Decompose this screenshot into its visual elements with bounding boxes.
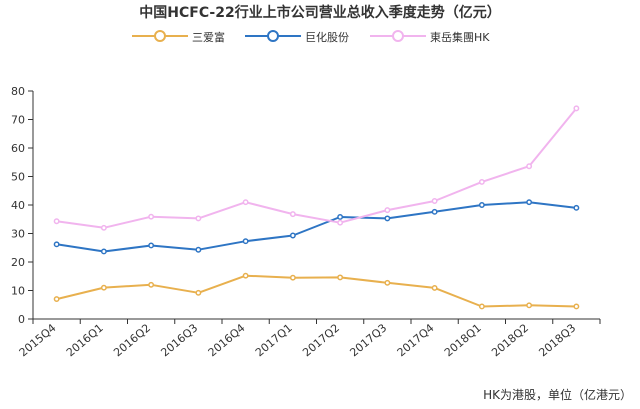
y-tick-label: 80 <box>11 85 25 98</box>
data-point <box>53 218 60 225</box>
data-point <box>478 178 485 185</box>
x-tick-label: 2017Q4 <box>395 321 437 359</box>
data-point <box>148 213 155 220</box>
x-tick-label: 2016Q3 <box>159 321 201 359</box>
legend-circle <box>154 30 166 42</box>
data-point <box>148 242 155 249</box>
data-point <box>195 246 202 253</box>
data-point <box>526 163 533 170</box>
data-point <box>384 215 391 222</box>
x-tick-label: 2016Q1 <box>64 321 106 359</box>
data-point <box>289 232 296 239</box>
footnote: HK为港股，单位（亿港元） <box>483 388 632 402</box>
legend-marker-dongyue <box>370 30 426 42</box>
data-point <box>242 238 249 245</box>
x-tick-label: 2018Q3 <box>537 321 579 359</box>
x-tick-label: 2015Q4 <box>17 321 59 359</box>
y-tick-label: 60 <box>11 142 25 155</box>
data-point <box>526 302 533 309</box>
y-tick-label: 0 <box>18 313 25 326</box>
legend-marker-juhua <box>245 30 301 42</box>
y-tick-label: 30 <box>11 228 25 241</box>
legend-label-dongyue: 東岳集團HK <box>430 31 490 44</box>
data-point <box>431 208 438 215</box>
series-line <box>56 201 577 253</box>
data-point <box>573 204 580 211</box>
y-tick-label: 70 <box>11 114 25 127</box>
data-point <box>195 215 202 222</box>
legend-label-sanaifu: 三爱富 <box>192 31 225 44</box>
data-point <box>573 105 580 112</box>
y-tick-label: 20 <box>11 256 25 269</box>
data-point <box>100 284 107 291</box>
data-point <box>384 279 391 286</box>
data-point <box>478 303 485 310</box>
data-point <box>100 248 107 255</box>
data-point <box>573 303 580 310</box>
y-tick-label: 10 <box>11 285 25 298</box>
data-point <box>478 202 485 208</box>
data-point <box>337 214 344 220</box>
x-tick-label: 2016Q4 <box>206 321 248 359</box>
data-point <box>148 281 155 288</box>
data-point <box>100 224 107 231</box>
legend-circle <box>267 30 279 42</box>
x-tick-label: 2017Q3 <box>348 321 390 359</box>
data-point <box>289 274 296 281</box>
data-point <box>431 198 438 204</box>
data-point <box>242 272 249 279</box>
data-point <box>195 289 202 296</box>
data-point <box>526 199 533 206</box>
legend-circle <box>392 30 404 42</box>
legend-marker-sanaifu <box>132 30 188 42</box>
y-tick-label: 40 <box>11 199 25 212</box>
x-tick-label: 2016Q2 <box>111 321 153 359</box>
chart-title: 中国HCFC-22行业上市公司营业总收入季度走势（亿元） <box>139 5 501 21</box>
x-tick-label: 2017Q2 <box>300 321 342 359</box>
y-tick-label: 50 <box>11 171 25 184</box>
data-point <box>337 219 344 226</box>
legend-label-juhua: 巨化股份 <box>305 31 349 44</box>
data-point <box>384 207 391 214</box>
series-line <box>56 274 577 308</box>
data-point <box>431 284 438 291</box>
data-point <box>242 199 249 206</box>
data-point <box>53 241 60 248</box>
x-tick-label: 2018Q1 <box>442 321 484 359</box>
x-tick-label: 2017Q1 <box>253 321 295 359</box>
data-point <box>337 274 344 281</box>
series-line <box>56 107 578 229</box>
x-tick-label: 2018Q2 <box>489 321 531 359</box>
data-point <box>53 296 60 302</box>
data-point <box>289 211 296 218</box>
